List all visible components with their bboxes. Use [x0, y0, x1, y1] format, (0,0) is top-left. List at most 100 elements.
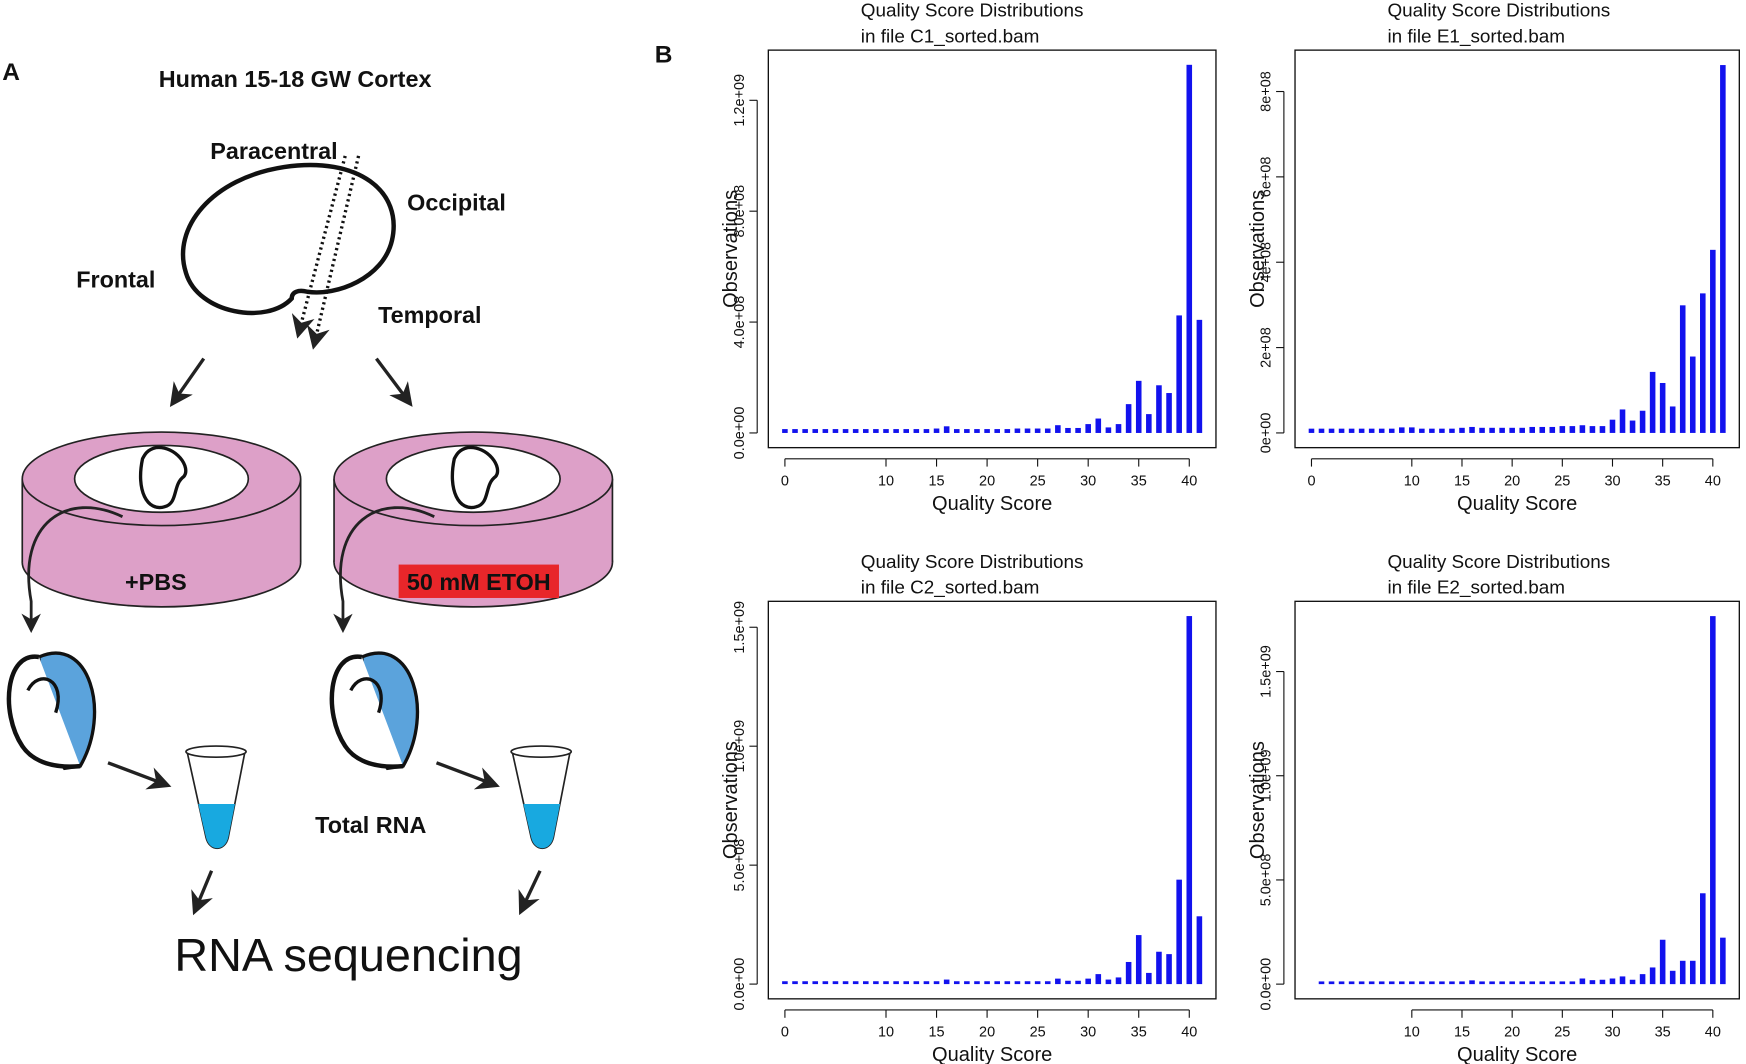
- bar: [1479, 427, 1485, 433]
- bar: [1055, 978, 1061, 985]
- bar: [1115, 424, 1122, 433]
- y-tick-label: 1.0e+09: [732, 720, 748, 773]
- bar: [1449, 981, 1455, 985]
- arrow: [518, 870, 542, 916]
- bar: [1156, 951, 1162, 985]
- bar: [852, 981, 859, 985]
- bar: [1388, 428, 1395, 433]
- bar: [1499, 427, 1505, 433]
- x-tick-label: 15: [1454, 474, 1470, 490]
- bar: [1579, 425, 1586, 433]
- y-axis-label: Observations: [1247, 741, 1269, 859]
- chart-title: Quality Score Distributions: [1387, 552, 1610, 573]
- bar: [1166, 954, 1172, 985]
- bar: [1055, 425, 1061, 433]
- tissue-slice: [6, 651, 97, 771]
- bar: [1589, 980, 1596, 985]
- x-tick-label: 0: [1307, 474, 1315, 490]
- bar: [1024, 981, 1031, 985]
- bar: [1095, 418, 1102, 433]
- bar: [1034, 981, 1041, 985]
- y-tick-label: 1.0e+09: [1259, 749, 1275, 802]
- chart-subtitle: in file E2_sorted.bam: [1387, 578, 1565, 599]
- bar: [984, 981, 990, 985]
- bar: [1409, 981, 1415, 985]
- bar: [1014, 428, 1021, 433]
- bar: [883, 429, 889, 433]
- bar: [1659, 382, 1666, 433]
- bar: [964, 429, 970, 433]
- brain-outline: [180, 162, 396, 316]
- y-tick-label: 1.2e+09: [732, 74, 748, 127]
- x-tick-label: 10: [1404, 474, 1420, 490]
- x-tick-label: 25: [1554, 1025, 1570, 1041]
- bar: [1095, 974, 1102, 985]
- bar: [1014, 981, 1021, 985]
- bar: [1679, 305, 1686, 433]
- bar: [1146, 972, 1152, 985]
- x-tick-label: 35: [1655, 474, 1671, 490]
- x-tick-label: 10: [878, 1025, 894, 1041]
- arrow: [21, 506, 124, 634]
- bar: [1065, 980, 1071, 985]
- arrow: [107, 761, 172, 790]
- bar: [1549, 981, 1556, 985]
- bar: [1085, 978, 1091, 985]
- bar: [822, 981, 829, 985]
- bar: [792, 429, 798, 433]
- region-label: Frontal: [76, 266, 155, 292]
- bar: [1318, 428, 1325, 433]
- bar: [953, 429, 960, 433]
- dish: +PBS: [21, 431, 302, 608]
- dissection-line: [306, 155, 361, 350]
- bar: [1529, 981, 1536, 985]
- bar: [1115, 977, 1122, 985]
- bar: [1044, 428, 1051, 433]
- x-tick-label: 25: [1554, 474, 1570, 490]
- bar: [943, 979, 950, 985]
- bar: [1075, 980, 1081, 985]
- x-tick-label: 25: [1030, 474, 1046, 490]
- bar: [1539, 981, 1546, 985]
- bar: [1459, 981, 1465, 985]
- y-tick-label: 0.0e+00: [732, 407, 748, 460]
- bar: [1479, 981, 1485, 985]
- bar: [1700, 293, 1706, 433]
- x-axis-label: Quality Score: [1457, 1044, 1577, 1064]
- bar: [1125, 961, 1132, 985]
- treatment-label: 50 mM ETOH: [407, 569, 551, 595]
- bar: [1429, 428, 1435, 433]
- bar: [1398, 981, 1405, 985]
- bar: [1146, 414, 1152, 433]
- bar: [1176, 879, 1182, 985]
- bar: [903, 981, 910, 985]
- bar: [1589, 426, 1596, 433]
- bar: [1619, 976, 1626, 985]
- y-tick-label: 8.0e+08: [732, 185, 748, 238]
- output-label: RNA sequencing: [174, 929, 522, 981]
- bar: [1649, 967, 1656, 985]
- x-tick-label: 0: [781, 1025, 789, 1041]
- dissection-line: [291, 155, 347, 339]
- x-tick-label: 40: [1181, 1025, 1197, 1041]
- x-tick-label: 10: [1404, 1025, 1420, 1041]
- bar: [1308, 428, 1315, 433]
- bar: [1549, 426, 1556, 433]
- x-tick-label: 40: [1705, 1025, 1721, 1041]
- bar: [1338, 428, 1345, 433]
- plot-frame: [1294, 49, 1740, 449]
- bar: [1186, 616, 1193, 985]
- x-tick-label: 15: [928, 474, 944, 490]
- bar: [923, 981, 930, 985]
- bar: [1075, 427, 1081, 433]
- y-tick-label: 6e+08: [1259, 157, 1275, 198]
- bar: [782, 981, 788, 985]
- bar: [1156, 385, 1162, 433]
- bar: [1689, 356, 1696, 433]
- bar: [822, 429, 829, 433]
- bar: [1689, 960, 1696, 985]
- bar: [1629, 979, 1636, 985]
- region-label: Temporal: [378, 302, 481, 328]
- bar: [873, 429, 879, 433]
- bar: [1710, 249, 1716, 433]
